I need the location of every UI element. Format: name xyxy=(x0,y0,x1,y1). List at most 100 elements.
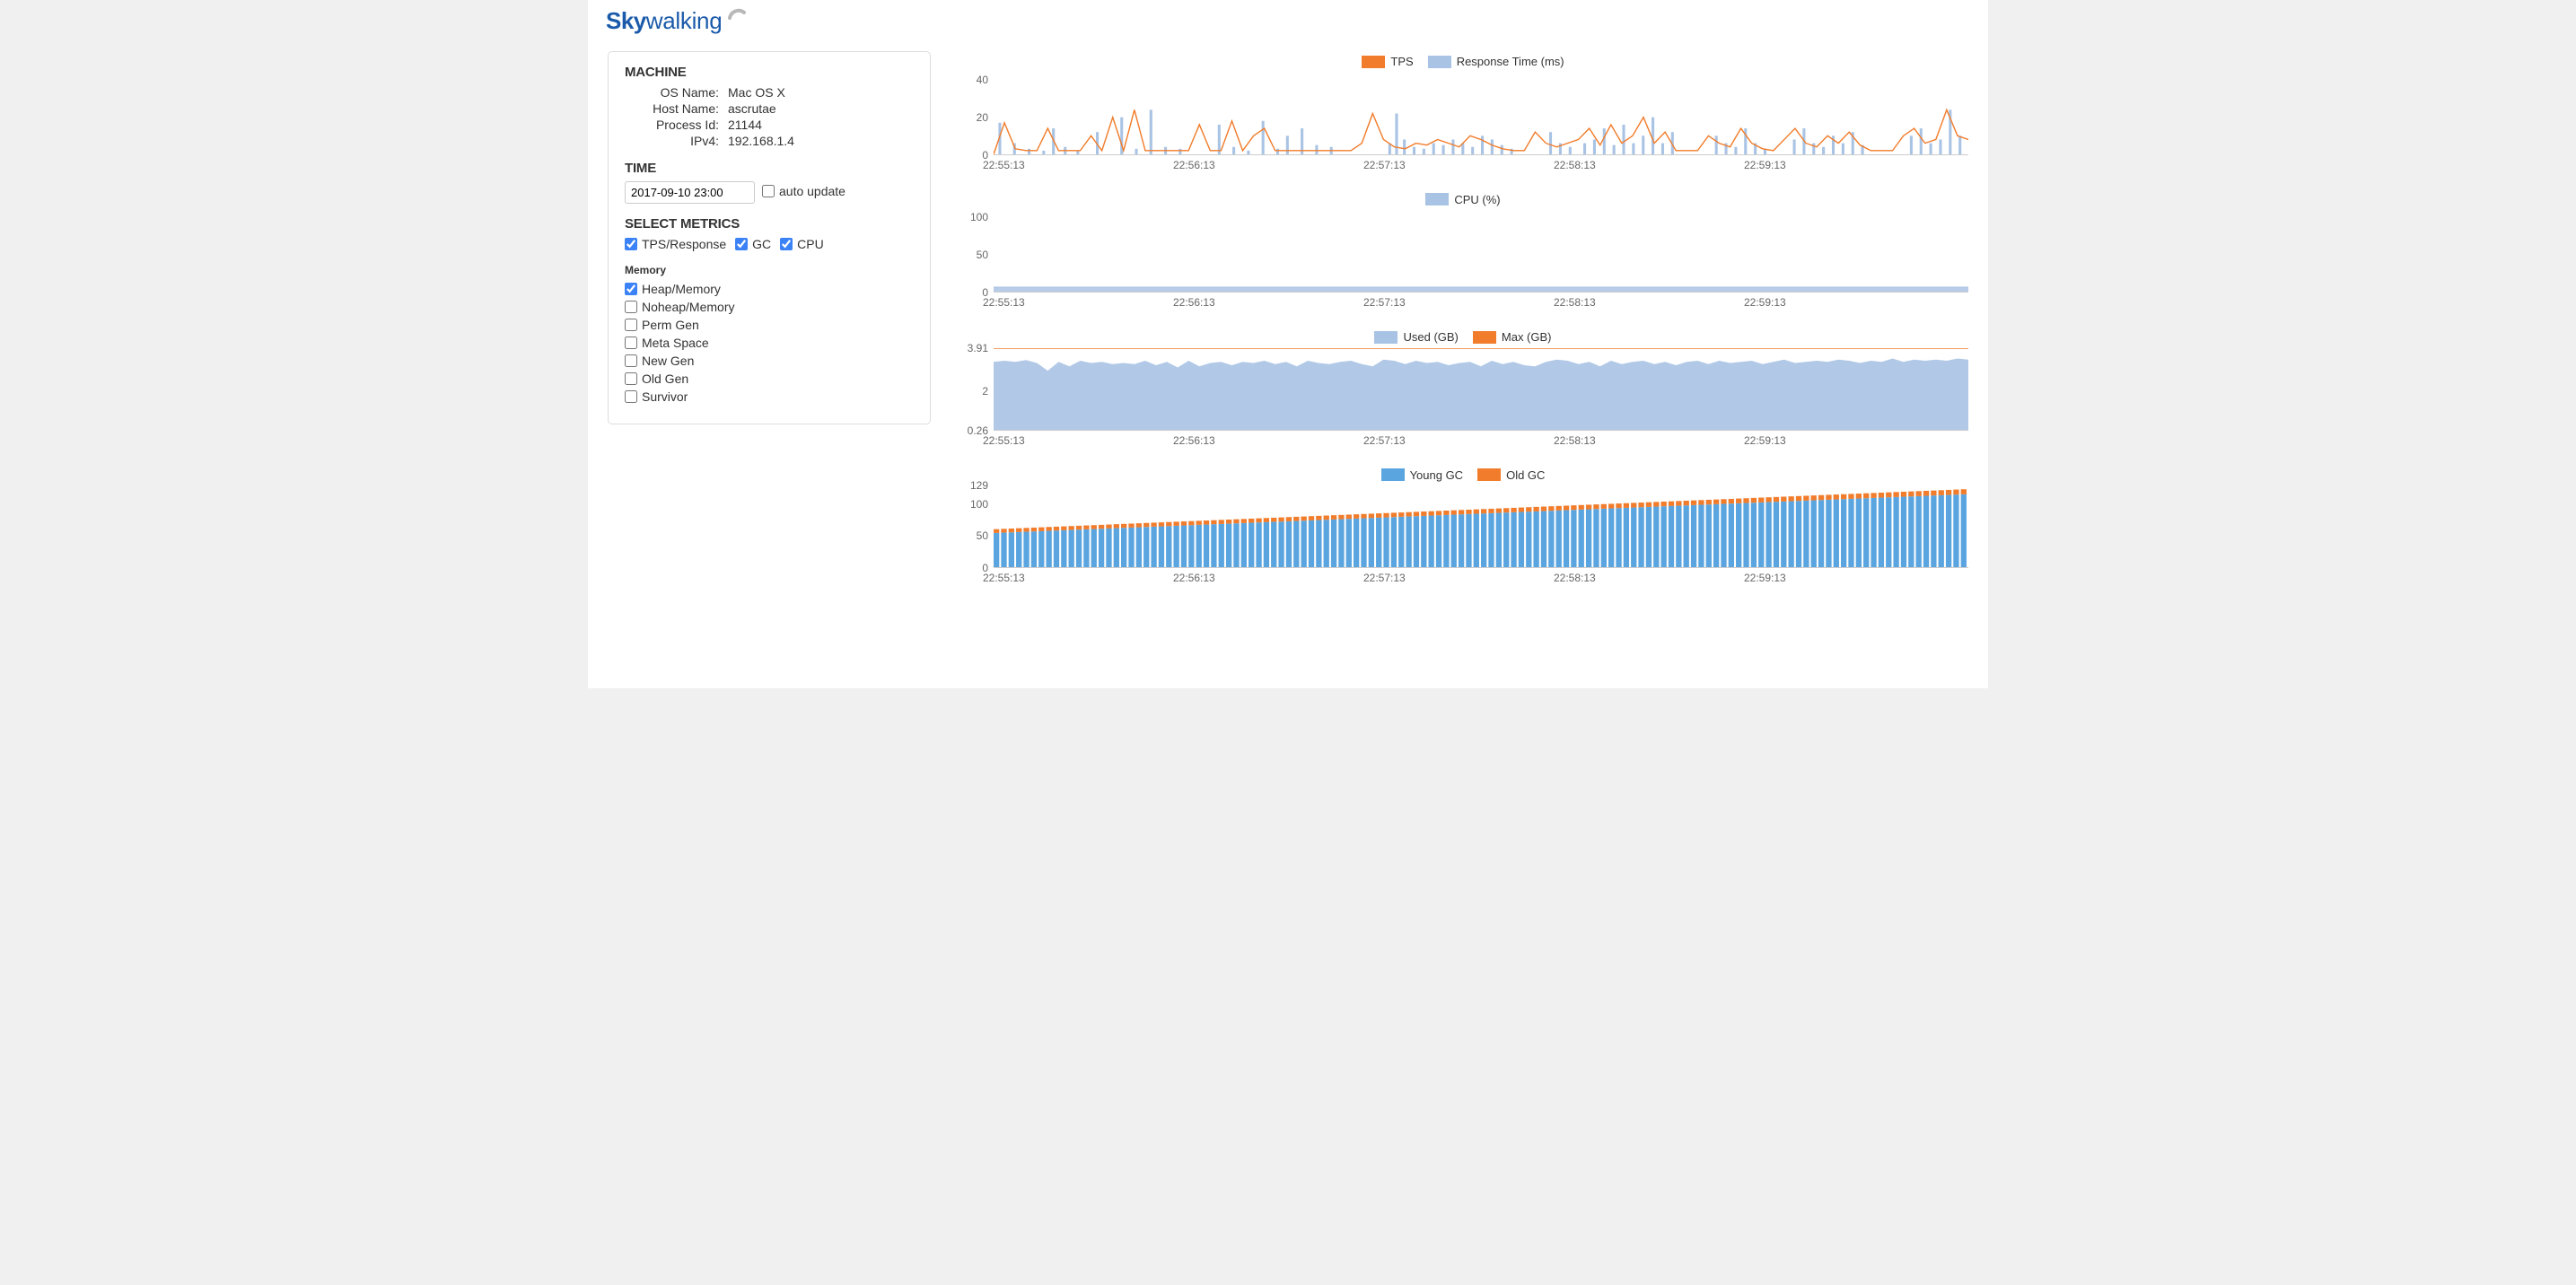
chart-legend: CPU (%) xyxy=(958,193,1968,209)
xtick: 22:56:13 xyxy=(1173,159,1215,171)
ytick: 100 xyxy=(970,498,988,511)
logo-text-2: walking xyxy=(646,7,723,34)
auto-update-checkbox[interactable] xyxy=(762,185,775,197)
metric-gc-text: GC xyxy=(752,237,771,251)
xtick: 22:57:13 xyxy=(1363,572,1406,584)
ytick: 20 xyxy=(977,111,988,124)
chart-legend: Young GC Old GC xyxy=(958,468,1968,485)
memory-perm-gen-text: Perm Gen xyxy=(642,318,699,332)
auto-update-label[interactable]: auto update xyxy=(762,184,846,198)
machine-val: 21144 xyxy=(728,118,762,132)
machine-key: Host Name: xyxy=(625,101,728,116)
chart-mem: Used (GB)Max (GB)0.2623.9122:55:1322:56:… xyxy=(958,330,1968,450)
xtick: 22:58:13 xyxy=(1554,572,1596,584)
memory-meta-space-text: Meta Space xyxy=(642,336,709,350)
plot xyxy=(994,73,1968,155)
metric-tps-response[interactable]: TPS/Response xyxy=(625,237,726,251)
memory-old-gen-checkbox[interactable] xyxy=(625,372,637,385)
memory-new-gen-checkbox[interactable] xyxy=(625,354,637,367)
legend-item: CPU (%) xyxy=(1425,193,1500,206)
memory-subtitle: Memory xyxy=(625,264,914,276)
xtick: 22:56:13 xyxy=(1173,572,1215,584)
legend-item: Response Time (ms) xyxy=(1428,55,1564,68)
memory-noheap-memory-text: Noheap/Memory xyxy=(642,300,735,314)
legend-item: Old GC xyxy=(1477,468,1545,482)
machine-row: Host Name:ascrutae xyxy=(625,101,914,116)
memory-new-gen[interactable]: New Gen xyxy=(625,354,905,368)
chart-cpu: CPU (%)05010022:55:1322:56:1322:57:1322:… xyxy=(958,193,1968,313)
xtick: 22:55:13 xyxy=(983,572,1025,584)
legend-label: TPS xyxy=(1390,55,1413,68)
memory-heap-memory-checkbox[interactable] xyxy=(625,283,637,295)
machine-key: IPv4: xyxy=(625,134,728,148)
metrics-title: SELECT METRICS xyxy=(625,216,914,232)
legend-label: Response Time (ms) xyxy=(1457,55,1564,68)
xtick: 22:55:13 xyxy=(983,159,1025,171)
xtick: 22:56:13 xyxy=(1173,296,1215,309)
metric-cpu-checkbox[interactable] xyxy=(780,238,793,250)
xtick: 22:57:13 xyxy=(1363,296,1406,309)
memory-meta-space[interactable]: Meta Space xyxy=(625,336,905,350)
machine-key: Process Id: xyxy=(625,118,728,132)
logo: Skywalking xyxy=(606,7,1970,36)
legend-swatch xyxy=(1381,468,1405,481)
legend-item: Max (GB) xyxy=(1473,330,1552,344)
metric-gc-checkbox[interactable] xyxy=(735,238,748,250)
machine-title: MACHINE xyxy=(625,65,914,80)
charts-area: TPSResponse Time (ms)0204022:55:1322:56:… xyxy=(958,51,1968,606)
legend-swatch xyxy=(1374,331,1398,344)
xtick: 22:58:13 xyxy=(1554,159,1596,171)
machine-key: OS Name: xyxy=(625,85,728,100)
legend-label: Young GC xyxy=(1410,468,1464,482)
legend-label: Used (GB) xyxy=(1403,330,1458,344)
xtick: 22:56:13 xyxy=(1173,434,1215,447)
xtick: 22:58:13 xyxy=(1554,434,1596,447)
memory-survivor[interactable]: Survivor xyxy=(625,389,905,404)
sidebar: MACHINE OS Name:Mac OS XHost Name:ascrut… xyxy=(608,51,931,606)
metric-tps-response-text: TPS/Response xyxy=(642,237,726,251)
metric-tps-response-checkbox[interactable] xyxy=(625,238,637,250)
memory-heap-memory[interactable]: Heap/Memory xyxy=(625,282,905,296)
memory-noheap-memory-checkbox[interactable] xyxy=(625,301,637,313)
machine-val: Mac OS X xyxy=(728,85,785,100)
legend-item: TPS xyxy=(1362,55,1413,68)
machine-row: OS Name:Mac OS X xyxy=(625,85,914,100)
time-input[interactable] xyxy=(625,181,755,204)
memory-noheap-memory[interactable]: Noheap/Memory xyxy=(625,300,905,314)
memory-survivor-checkbox[interactable] xyxy=(625,390,637,403)
xtick: 22:55:13 xyxy=(983,434,1025,447)
xtick: 22:59:13 xyxy=(1744,434,1786,447)
memory-old-gen[interactable]: Old Gen xyxy=(625,372,905,386)
sidebar-panel: MACHINE OS Name:Mac OS XHost Name:ascrut… xyxy=(608,51,931,424)
memory-meta-space-checkbox[interactable] xyxy=(625,337,637,349)
logo-text-1: Sky xyxy=(606,7,646,34)
memory-perm-gen-checkbox[interactable] xyxy=(625,319,637,331)
chart-legend: Used (GB) Max (GB) xyxy=(958,330,1968,346)
machine-row: IPv4:192.168.1.4 xyxy=(625,134,914,148)
chart-tps: TPSResponse Time (ms)0204022:55:1322:56:… xyxy=(958,55,1968,175)
plot xyxy=(994,485,1968,568)
ytick: 100 xyxy=(970,211,988,223)
legend-label: CPU (%) xyxy=(1454,193,1500,206)
xtick: 22:55:13 xyxy=(983,296,1025,309)
metric-cpu[interactable]: CPU xyxy=(780,237,824,251)
ytick: 2 xyxy=(982,385,988,398)
chart-legend: TPS Response Time (ms) xyxy=(958,55,1968,71)
chart-gc: Young GCOld GC05010012922:55:1322:56:132… xyxy=(958,468,1968,589)
metric-gc[interactable]: GC xyxy=(735,237,771,251)
legend-swatch xyxy=(1428,56,1451,68)
auto-update-text: auto update xyxy=(779,184,846,198)
legend-swatch xyxy=(1473,331,1496,344)
xtick: 22:59:13 xyxy=(1744,572,1786,584)
xtick: 22:57:13 xyxy=(1363,434,1406,447)
xtick: 22:59:13 xyxy=(1744,159,1786,171)
machine-val: 192.168.1.4 xyxy=(728,134,794,148)
xtick: 22:57:13 xyxy=(1363,159,1406,171)
header: Skywalking xyxy=(588,0,1988,42)
memory-perm-gen[interactable]: Perm Gen xyxy=(625,318,905,332)
legend-swatch xyxy=(1477,468,1501,481)
logo-arc-icon xyxy=(727,5,747,25)
xtick: 22:59:13 xyxy=(1744,296,1786,309)
ytick: 129 xyxy=(970,479,988,492)
ytick: 50 xyxy=(977,529,988,542)
